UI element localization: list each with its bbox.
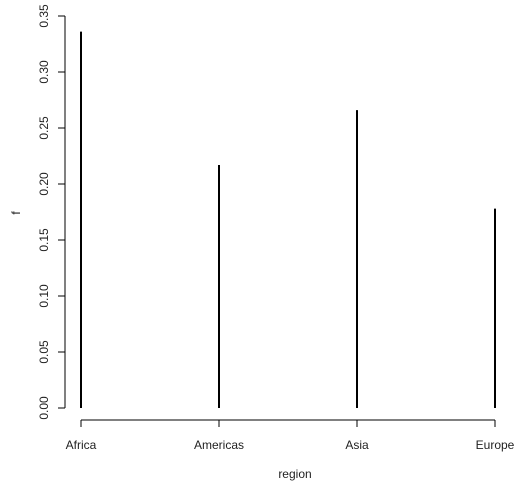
y-axis-title: f <box>9 211 23 215</box>
y-axis: 0.00 0.05 0.10 0.15 0.20 0.25 0.30 0.35 <box>37 4 66 420</box>
y-tick-label: 0.15 <box>37 228 51 252</box>
y-tick-label: 0.30 <box>37 60 51 84</box>
x-tick-label: Americas <box>194 438 244 452</box>
y-tick-label: 0.20 <box>37 172 51 196</box>
y-tick-label: 0.25 <box>37 116 51 140</box>
x-axis-title: region <box>278 467 311 481</box>
y-tick-label: 0.35 <box>37 4 51 28</box>
x-tick-label: Europe <box>476 438 514 452</box>
x-tick-label: Asia <box>345 438 369 452</box>
y-tick-label: 0.10 <box>37 284 51 308</box>
y-tick-label: 0.05 <box>37 340 51 364</box>
x-tick-label: Africa <box>66 438 97 452</box>
data-lines <box>80 31 496 408</box>
x-axis: Africa Americas Asia Europe <box>66 419 514 452</box>
y-tick-label: 0.00 <box>37 396 51 420</box>
